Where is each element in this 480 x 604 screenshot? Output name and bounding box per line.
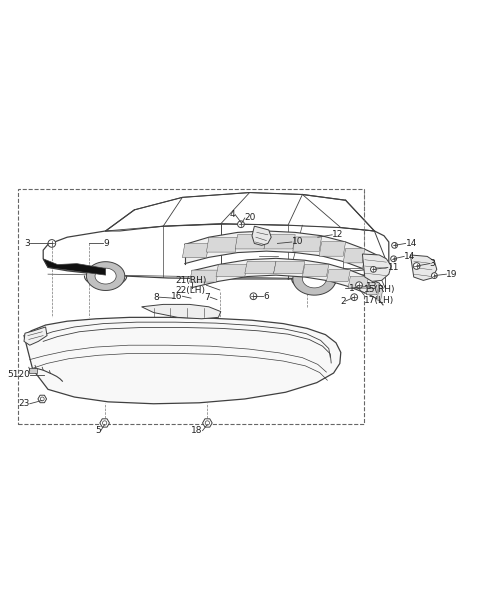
Text: 18: 18 — [191, 426, 203, 435]
Bar — [18, 189, 364, 425]
Polygon shape — [377, 288, 383, 300]
Polygon shape — [24, 327, 47, 345]
Circle shape — [356, 282, 362, 289]
Polygon shape — [366, 283, 379, 295]
Text: 1: 1 — [348, 284, 354, 293]
Polygon shape — [343, 248, 365, 263]
Bar — [343, 254, 372, 268]
Polygon shape — [24, 317, 341, 403]
Text: 5120: 5120 — [7, 370, 30, 379]
Text: 6: 6 — [263, 292, 269, 301]
Text: 8: 8 — [154, 293, 159, 302]
Polygon shape — [43, 259, 106, 275]
Text: 21(RH)
22(LH): 21(RH) 22(LH) — [175, 275, 206, 295]
Circle shape — [205, 421, 209, 425]
Text: 12: 12 — [332, 230, 344, 239]
Bar — [29, 368, 37, 373]
Text: 13: 13 — [366, 282, 377, 291]
Polygon shape — [95, 268, 116, 284]
Polygon shape — [192, 259, 383, 305]
Polygon shape — [216, 265, 247, 277]
Polygon shape — [203, 419, 212, 427]
Text: 19: 19 — [446, 269, 458, 278]
Text: 3: 3 — [24, 239, 30, 248]
Text: 9: 9 — [103, 239, 109, 248]
Polygon shape — [235, 234, 266, 249]
Polygon shape — [326, 269, 350, 281]
Circle shape — [40, 397, 44, 401]
Polygon shape — [274, 262, 305, 274]
Polygon shape — [38, 395, 47, 403]
Polygon shape — [362, 255, 377, 269]
Polygon shape — [302, 265, 329, 277]
Circle shape — [351, 294, 358, 301]
Text: 11: 11 — [388, 263, 399, 272]
Circle shape — [392, 242, 397, 248]
Text: 14: 14 — [404, 252, 416, 261]
Circle shape — [391, 256, 396, 262]
Text: 3: 3 — [430, 259, 435, 268]
Polygon shape — [185, 231, 382, 280]
Polygon shape — [86, 262, 125, 291]
Circle shape — [413, 263, 420, 269]
Text: 4: 4 — [229, 210, 235, 219]
Circle shape — [103, 421, 107, 425]
Polygon shape — [374, 260, 382, 275]
Text: 2: 2 — [340, 297, 346, 306]
Text: 5: 5 — [95, 426, 101, 435]
Polygon shape — [362, 254, 391, 281]
Text: 16: 16 — [171, 292, 182, 301]
Polygon shape — [190, 270, 218, 282]
Circle shape — [48, 240, 56, 247]
Polygon shape — [206, 238, 238, 252]
Polygon shape — [293, 263, 336, 295]
Text: 7: 7 — [204, 293, 210, 302]
Polygon shape — [100, 419, 109, 427]
Polygon shape — [43, 223, 389, 279]
Polygon shape — [302, 270, 326, 288]
Polygon shape — [348, 276, 369, 288]
Circle shape — [371, 266, 376, 272]
Polygon shape — [106, 193, 374, 231]
Text: 20: 20 — [245, 213, 256, 222]
Polygon shape — [245, 262, 276, 274]
Polygon shape — [252, 226, 271, 245]
Polygon shape — [182, 243, 209, 257]
Polygon shape — [410, 255, 437, 280]
Polygon shape — [142, 304, 221, 319]
Polygon shape — [293, 237, 322, 251]
Circle shape — [250, 293, 257, 300]
Text: 10: 10 — [292, 237, 303, 246]
Polygon shape — [264, 234, 295, 249]
Text: 15(RH)
17(LH): 15(RH) 17(LH) — [364, 285, 396, 304]
Circle shape — [238, 221, 244, 228]
Text: 23: 23 — [18, 399, 30, 408]
Circle shape — [432, 273, 437, 278]
Text: 14: 14 — [406, 239, 417, 248]
Polygon shape — [319, 242, 346, 256]
